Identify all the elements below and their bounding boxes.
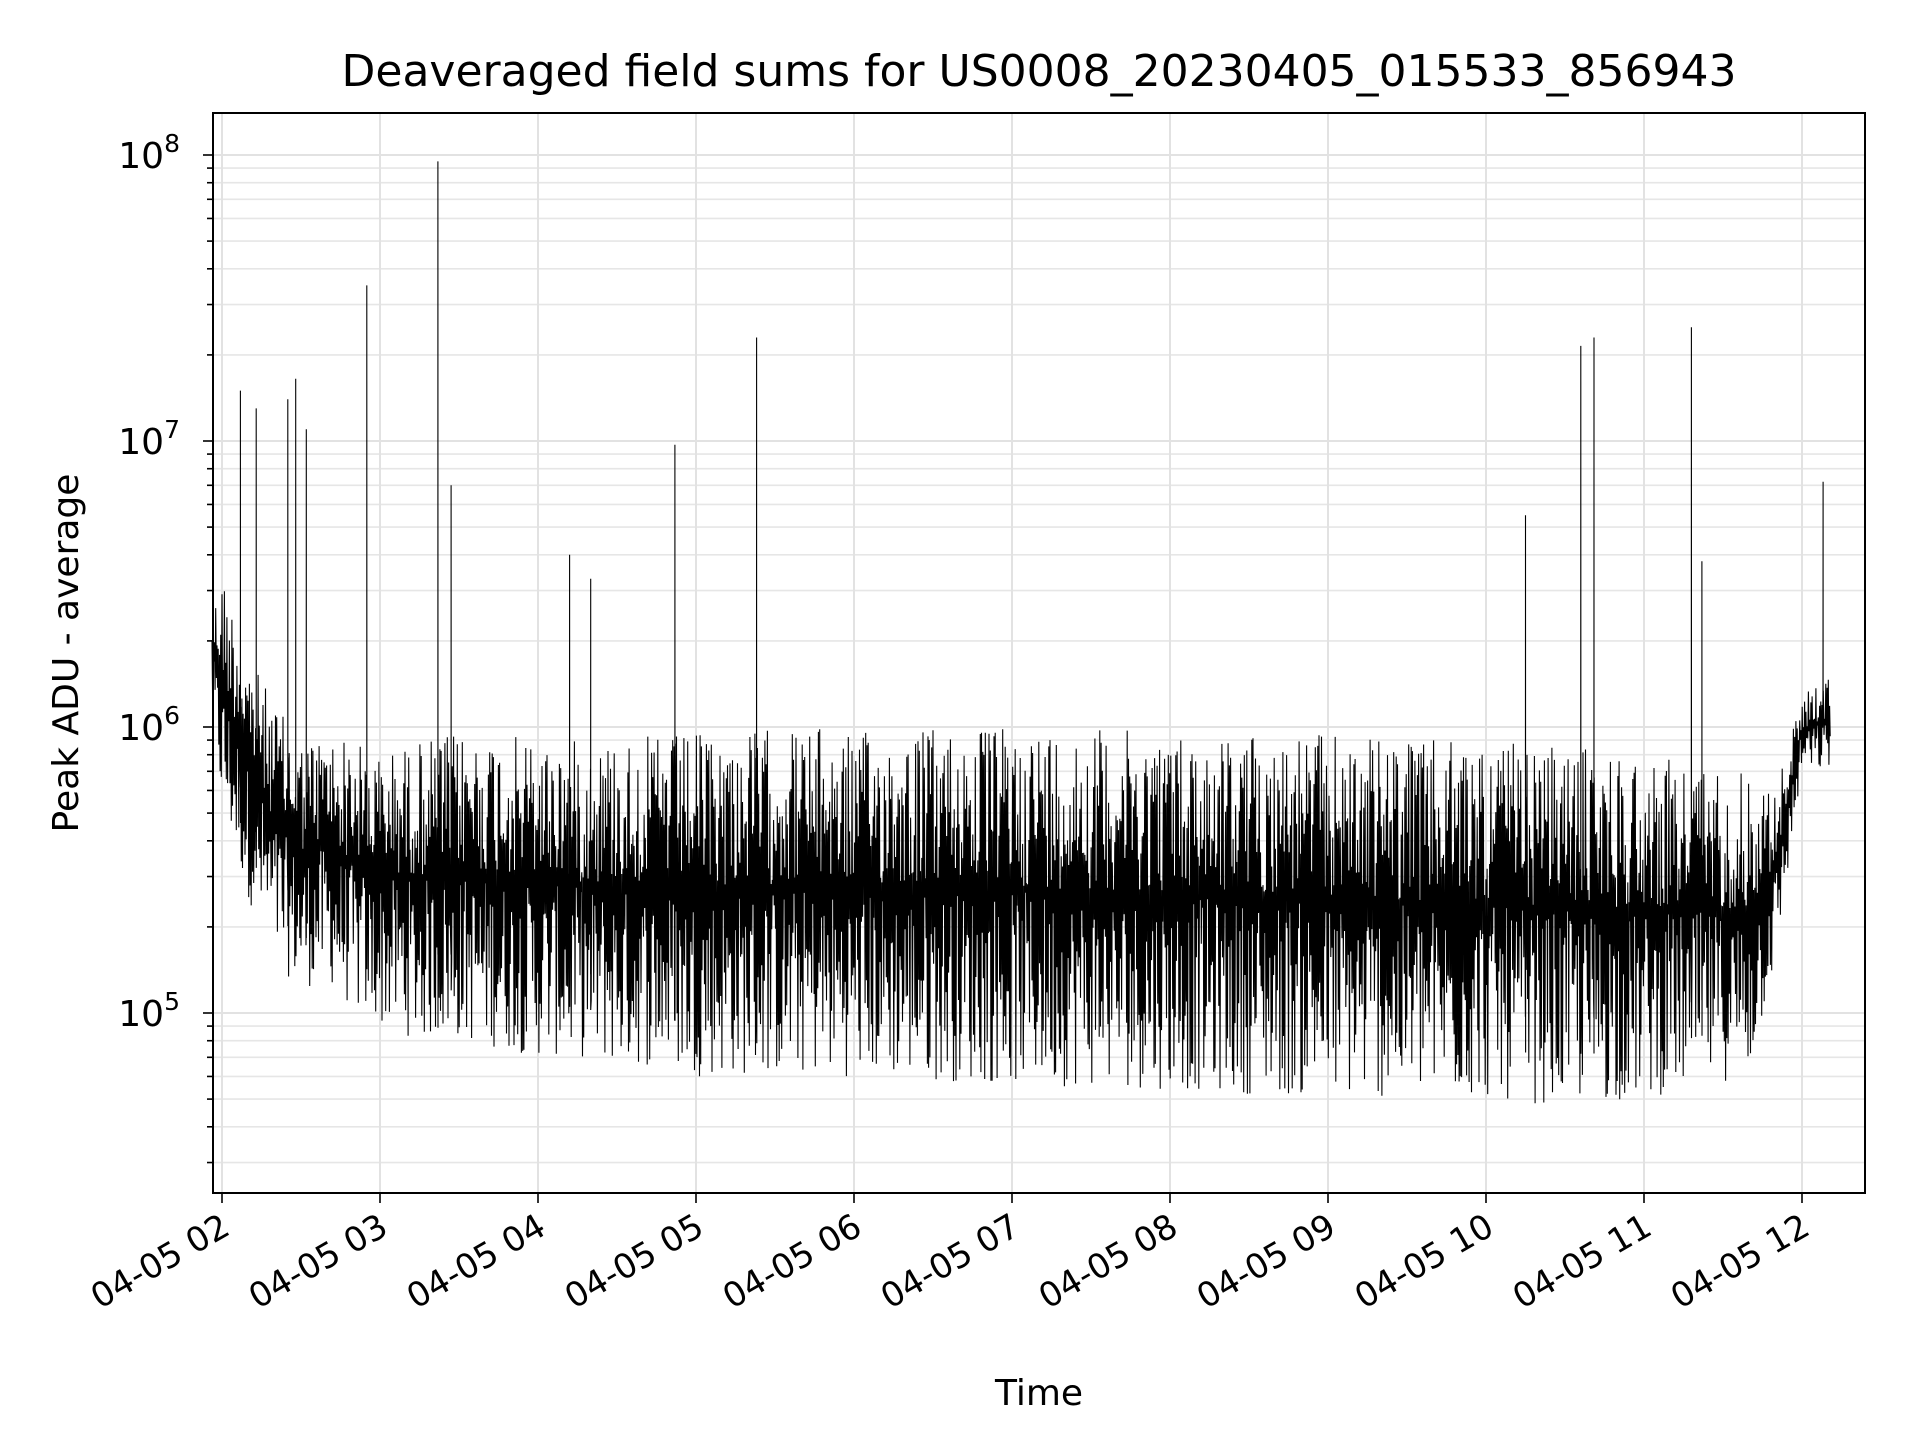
y-axis-label: Peak ADU - average	[46, 474, 87, 833]
series-layer	[211, 161, 1831, 1104]
series-line	[211, 161, 1831, 1104]
plot-frame	[212, 112, 1866, 1194]
x-axis-label: Time	[994, 1373, 1083, 1414]
chart-title: Deaveraged field sums for US0008_2023040…	[342, 46, 1737, 97]
y-tick-label: 108	[118, 129, 180, 177]
y-tick-label: 106	[118, 701, 180, 749]
y-tick-label: 107	[118, 415, 180, 463]
y-tick-label: 105	[118, 987, 180, 1035]
